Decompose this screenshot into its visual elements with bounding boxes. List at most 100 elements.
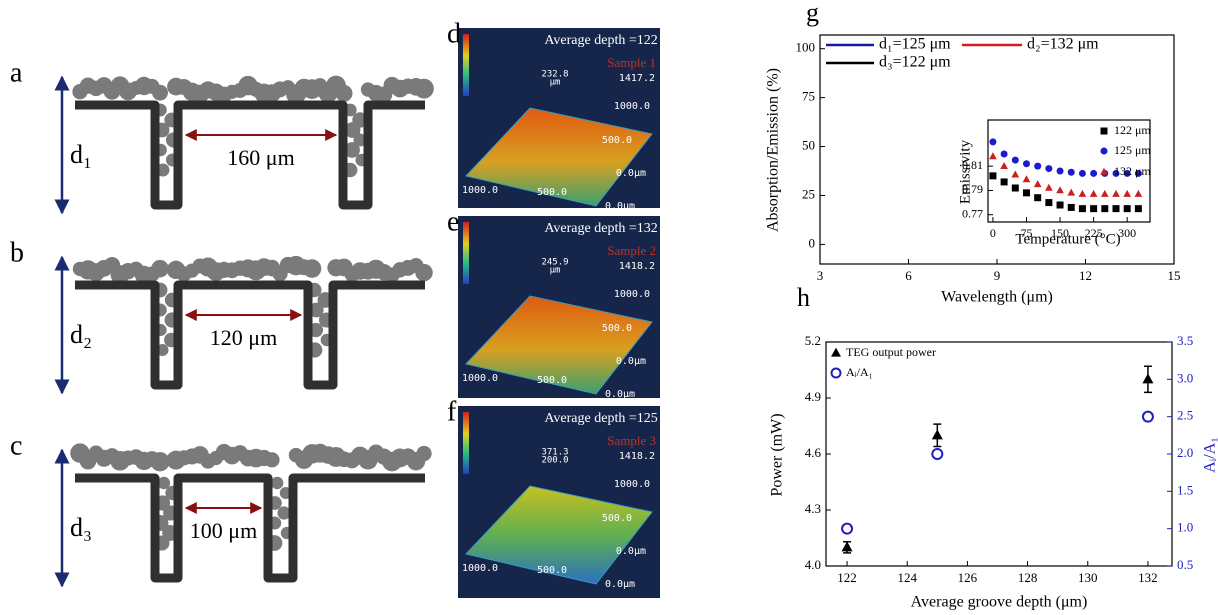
axis-label: 0.0μm	[616, 356, 646, 367]
x-tick-label: 15	[1168, 268, 1181, 283]
plot-frame	[825, 341, 1173, 567]
surface-title: Average depth =125 μm	[544, 411, 679, 426]
marker	[1045, 183, 1053, 191]
axis-label: 500.0	[602, 323, 632, 334]
marker	[1056, 186, 1064, 194]
surface-title: Average depth =122 μm	[544, 33, 679, 48]
substrate	[75, 473, 425, 583]
sample-label: Sample 2	[607, 243, 656, 258]
marker	[931, 429, 943, 440]
marker	[1022, 175, 1031, 183]
coating-blob	[335, 84, 353, 102]
legend-label: d₁=125 μm	[879, 36, 951, 53]
y-tick-label: 0.79	[962, 182, 983, 196]
legend-swatch	[830, 367, 842, 379]
marker	[1067, 168, 1075, 176]
z-label: 371.3	[541, 448, 568, 458]
marker	[1000, 161, 1008, 169]
x-tick-label: 126	[958, 570, 978, 585]
y-tick-label: 4.9	[805, 389, 821, 404]
x-axis-title: Average groove depth (μm)	[911, 594, 1088, 611]
y-tick-label: 0	[809, 235, 816, 250]
marker	[1112, 169, 1120, 177]
sample-label: Sample 1	[607, 55, 656, 70]
axis-label: 1417.2	[619, 73, 655, 84]
surface-title: Average depth =132 μm	[544, 221, 679, 236]
y2-tick-label: 1.5	[1177, 482, 1193, 497]
marker	[1078, 169, 1086, 177]
y-tick-label: 4.3	[805, 501, 821, 516]
marker	[1090, 205, 1098, 213]
axis-label: 1000.0	[614, 101, 650, 112]
z-label: 232.8	[541, 70, 568, 80]
coating-blob	[150, 452, 170, 472]
axis-label: 0.0μm	[605, 579, 635, 590]
coating-blob	[156, 163, 170, 177]
coating-blob	[264, 452, 280, 468]
axis-label: 500.0	[602, 135, 632, 146]
y-tick-label: 0.77	[962, 206, 983, 220]
legend-label: 125 μm	[1114, 143, 1151, 157]
y-tick-label: 4.0	[805, 557, 821, 572]
marker	[1134, 205, 1142, 213]
x-tick-label: 122	[837, 570, 857, 585]
x-tick-label: 225	[1085, 226, 1103, 240]
y2-axis-title: Aᵢ/A₁	[1202, 437, 1218, 473]
legend-label: d₂=132 μm	[1027, 36, 1099, 53]
marker	[1123, 205, 1131, 213]
marker	[841, 541, 853, 552]
z-label: 200.0	[541, 456, 568, 466]
legend-label: TEG output power	[846, 345, 936, 359]
marker	[1078, 189, 1087, 197]
y-tick-label: 4.6	[805, 445, 822, 460]
coating-blob	[151, 259, 169, 278]
color-bar	[463, 34, 469, 96]
axis-label: 1000.0	[462, 563, 498, 574]
marker	[989, 172, 997, 180]
x-tick-label: 12	[1079, 268, 1092, 283]
y-axis-title: Power (mW)	[769, 413, 786, 496]
axis-label: 500.0	[602, 513, 632, 524]
y-axis-title: Absorption/Emission (%)	[765, 68, 782, 232]
y-tick-label: 75	[802, 89, 815, 104]
marker	[1045, 165, 1053, 173]
z-label: μm	[550, 266, 561, 276]
coating-blob	[157, 476, 171, 490]
x-tick-label: 75	[1020, 226, 1032, 240]
x-axis-title: Wavelength (μm)	[941, 289, 1053, 306]
marker	[989, 138, 997, 146]
axis-label: 500.0	[537, 187, 567, 198]
marker	[1067, 188, 1076, 196]
marker	[1101, 205, 1109, 213]
marker	[1112, 205, 1120, 213]
x-tick-label: 132	[1138, 570, 1158, 585]
marker	[1022, 189, 1030, 197]
panel-label: f	[447, 396, 457, 427]
marker	[1134, 169, 1142, 177]
axis-label: 0.0μm	[605, 201, 635, 212]
z-label: 245.9	[541, 258, 568, 268]
legend-swatch	[831, 347, 841, 357]
axis-label: 1000.0	[462, 373, 498, 384]
axis-label: 1418.2	[619, 451, 655, 462]
legend-label: Aᵢ/A₁	[846, 365, 873, 379]
marker	[1078, 205, 1086, 213]
marker	[1011, 184, 1019, 192]
marker	[931, 448, 944, 460]
panel-label: a	[10, 57, 23, 88]
depth-label: d₁	[70, 140, 92, 169]
coating-blob	[344, 142, 360, 158]
panel-label: e	[447, 206, 459, 237]
axis-label: 500.0	[537, 565, 567, 576]
marker	[1000, 178, 1008, 186]
panel-label: b	[10, 237, 24, 268]
marker	[1056, 167, 1064, 175]
y2-tick-label: 1.0	[1177, 520, 1193, 535]
marker	[1011, 156, 1019, 164]
marker	[1134, 189, 1143, 197]
axis-label: 500.0	[537, 375, 567, 386]
depth-label: d₃	[70, 513, 92, 542]
y-tick-label: 25	[802, 186, 815, 201]
marker	[1033, 180, 1042, 188]
legend-swatch	[1100, 127, 1108, 135]
